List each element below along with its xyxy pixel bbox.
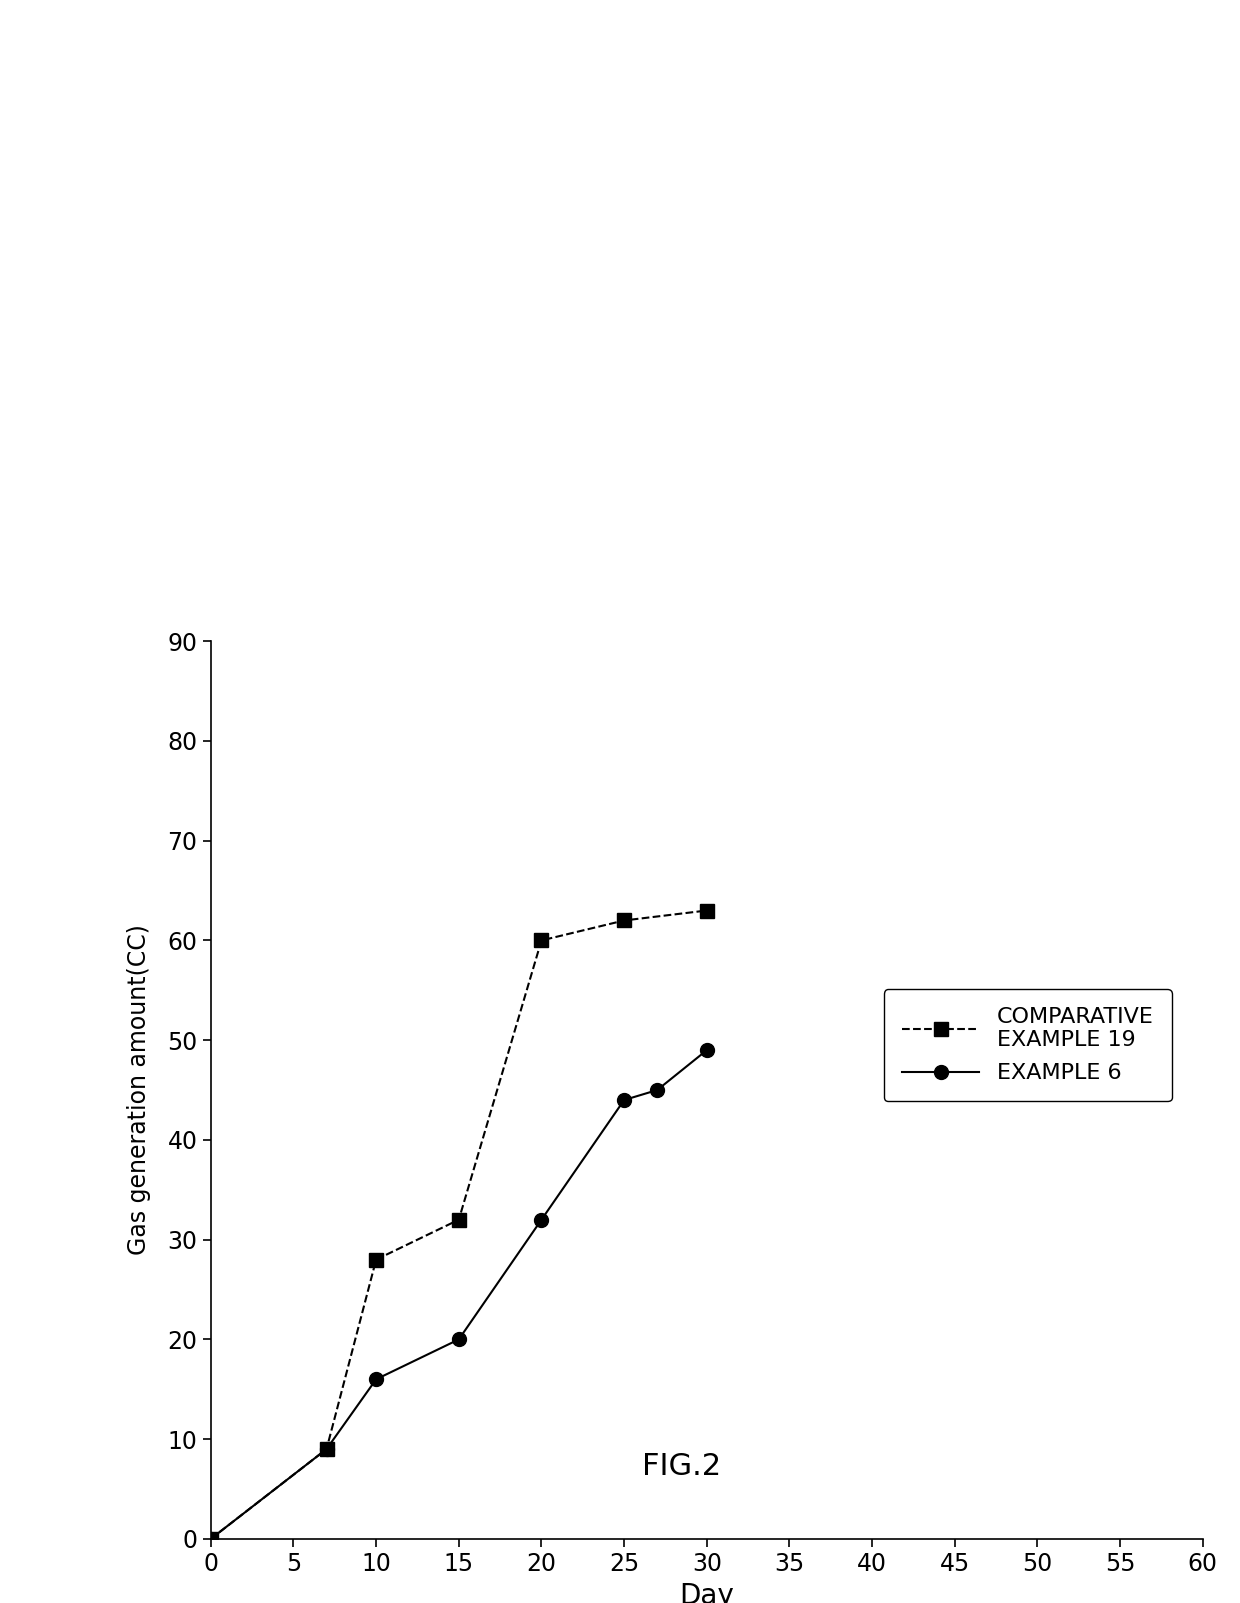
Legend: COMPARATIVE
EXAMPLE 19, EXAMPLE 6: COMPARATIVE EXAMPLE 19, EXAMPLE 6 xyxy=(884,989,1172,1101)
COMPARATIVE
EXAMPLE 19 xyxy=(451,1210,466,1230)
COMPARATIVE
EXAMPLE 19 xyxy=(368,1250,383,1270)
EXAMPLE 6 xyxy=(616,1090,631,1109)
Y-axis label: Gas generation amount(CC): Gas generation amount(CC) xyxy=(126,925,151,1255)
Line: EXAMPLE 6: EXAMPLE 6 xyxy=(203,1044,714,1545)
COMPARATIVE
EXAMPLE 19 xyxy=(616,911,631,930)
EXAMPLE 6 xyxy=(203,1529,218,1548)
EXAMPLE 6 xyxy=(534,1210,549,1230)
EXAMPLE 6 xyxy=(451,1330,466,1350)
EXAMPLE 6 xyxy=(650,1080,665,1100)
EXAMPLE 6 xyxy=(699,1040,714,1060)
X-axis label: Day: Day xyxy=(680,1582,734,1603)
COMPARATIVE
EXAMPLE 19 xyxy=(699,901,714,920)
EXAMPLE 6 xyxy=(319,1439,334,1459)
COMPARATIVE
EXAMPLE 19 xyxy=(534,931,549,951)
COMPARATIVE
EXAMPLE 19 xyxy=(203,1529,218,1548)
Line: COMPARATIVE
EXAMPLE 19: COMPARATIVE EXAMPLE 19 xyxy=(203,904,714,1545)
Text: FIG.2: FIG.2 xyxy=(642,1452,722,1481)
EXAMPLE 6 xyxy=(368,1369,383,1388)
COMPARATIVE
EXAMPLE 19 xyxy=(319,1439,334,1459)
